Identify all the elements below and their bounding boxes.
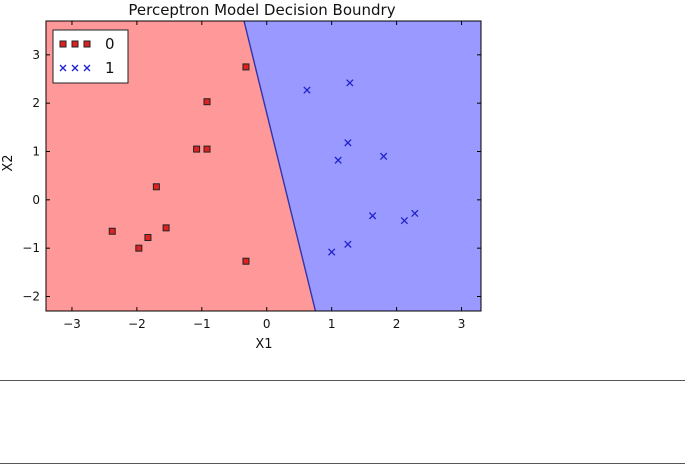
legend-entry-0: 0 [59, 35, 115, 53]
horizontal-rule-bottom [0, 463, 685, 464]
legend-entry-1: 1 [59, 59, 115, 77]
x-marker-stroke [83, 64, 91, 72]
x-marker-stroke [411, 209, 419, 218]
y-tick-label-1: −1 [22, 241, 40, 255]
point-series-0-0 [108, 227, 116, 235]
x-tick-label-3: 0 [263, 317, 271, 331]
x-marker-stroke [71, 64, 79, 72]
x-tick-label-4: 1 [328, 317, 336, 331]
point-series-1-0 [303, 86, 311, 94]
x-tick-label-0: −3 [63, 317, 81, 331]
legend-label-0: 0 [105, 35, 115, 53]
x-tick-label-6: 3 [458, 317, 466, 331]
x-marker-stroke [379, 152, 388, 160]
point-series-0-8 [242, 63, 250, 71]
y-tick-label-3: 1 [32, 145, 40, 159]
point-series-0-6 [203, 145, 211, 153]
point-series-1-2 [344, 139, 352, 147]
legend-square-marker-2 [83, 40, 91, 48]
x-marker-stroke [59, 64, 67, 72]
legend-x-marker-2 [83, 64, 91, 72]
plot-border [45, 20, 482, 312]
point-series-1-6 [411, 209, 419, 218]
legend-x-marker-1 [71, 64, 79, 72]
axis-ticks: −3 −2 −1 0 1 2 3 −2 −1 0 1 2 3 [22, 21, 481, 331]
legend: 0 1 [52, 29, 129, 84]
point-series-1-8 [344, 240, 352, 248]
point-series-1-1 [346, 79, 354, 87]
chart-title: Perceptron Model Decision Boundry [128, 1, 395, 19]
x-marker-stroke [368, 212, 377, 220]
legend-square-marker-1 [71, 40, 79, 48]
point-series-0-9 [242, 257, 250, 265]
point-series-1-3 [334, 156, 342, 164]
y-tick-label-2: 0 [32, 193, 40, 207]
point-series-0-3 [162, 224, 170, 232]
plot-frame [45, 20, 482, 312]
x-marker-stroke [328, 248, 336, 256]
y-tick-label-4: 2 [32, 96, 40, 110]
legend-box [52, 29, 129, 84]
x-marker-stroke [400, 216, 409, 225]
legend-square-marker-0 [59, 40, 67, 48]
y-tick-label-5: 3 [32, 48, 40, 62]
decision-boundary-line [243, 21, 317, 311]
y-axis-label: X2 [1, 154, 16, 171]
point-series-1-9 [328, 248, 336, 256]
point-series-0-7 [203, 98, 211, 106]
point-series-1-5 [368, 212, 377, 220]
point-series-0-4 [152, 183, 160, 191]
x-marker-stroke [346, 79, 354, 87]
point-series-0-2 [144, 234, 152, 242]
decision-regions [46, 21, 481, 311]
data-points [108, 63, 419, 265]
x-axis-label: X1 [255, 337, 272, 352]
legend-x-marker-0 [59, 64, 67, 72]
x-tick-label-5: 2 [393, 317, 401, 331]
x-marker-stroke [344, 139, 352, 147]
point-series-0-1 [135, 244, 143, 252]
horizontal-rule-top [0, 380, 685, 381]
x-tick-label-1: −2 [128, 317, 146, 331]
point-series-1-7 [400, 216, 409, 225]
x-marker-stroke [344, 240, 352, 248]
x-marker-stroke [303, 86, 311, 94]
point-series-0-5 [193, 145, 201, 153]
y-tick-label-0: −2 [22, 290, 40, 304]
x-marker-stroke [334, 156, 342, 164]
legend-label-1: 1 [105, 59, 115, 77]
point-series-1-4 [379, 152, 388, 160]
x-tick-label-2: −1 [193, 317, 211, 331]
region-class-0 [46, 21, 316, 311]
